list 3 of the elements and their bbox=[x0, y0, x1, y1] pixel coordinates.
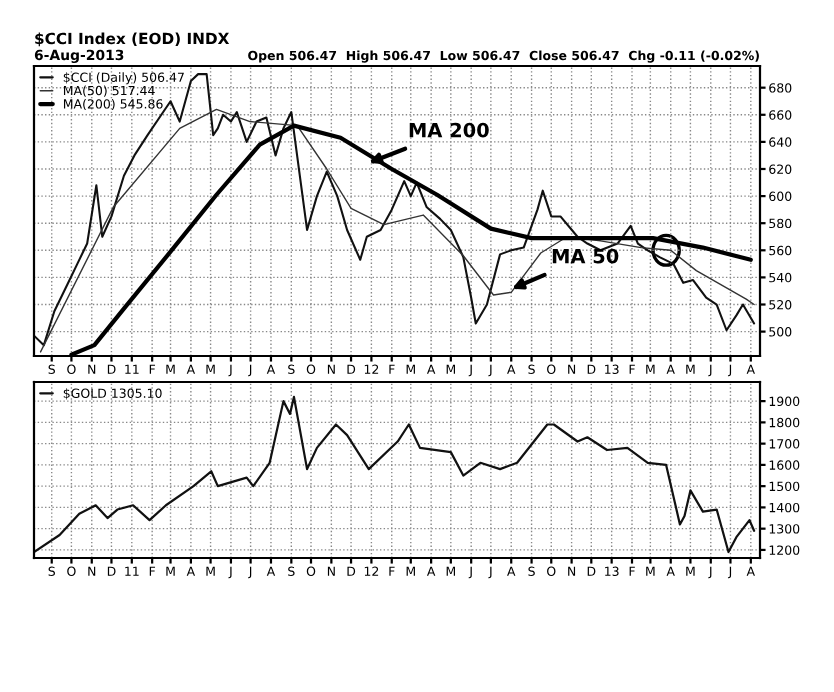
annotation: MA 50 bbox=[552, 248, 619, 264]
line-series bbox=[34, 73, 756, 347]
annotation: MA 200 bbox=[409, 122, 489, 138]
